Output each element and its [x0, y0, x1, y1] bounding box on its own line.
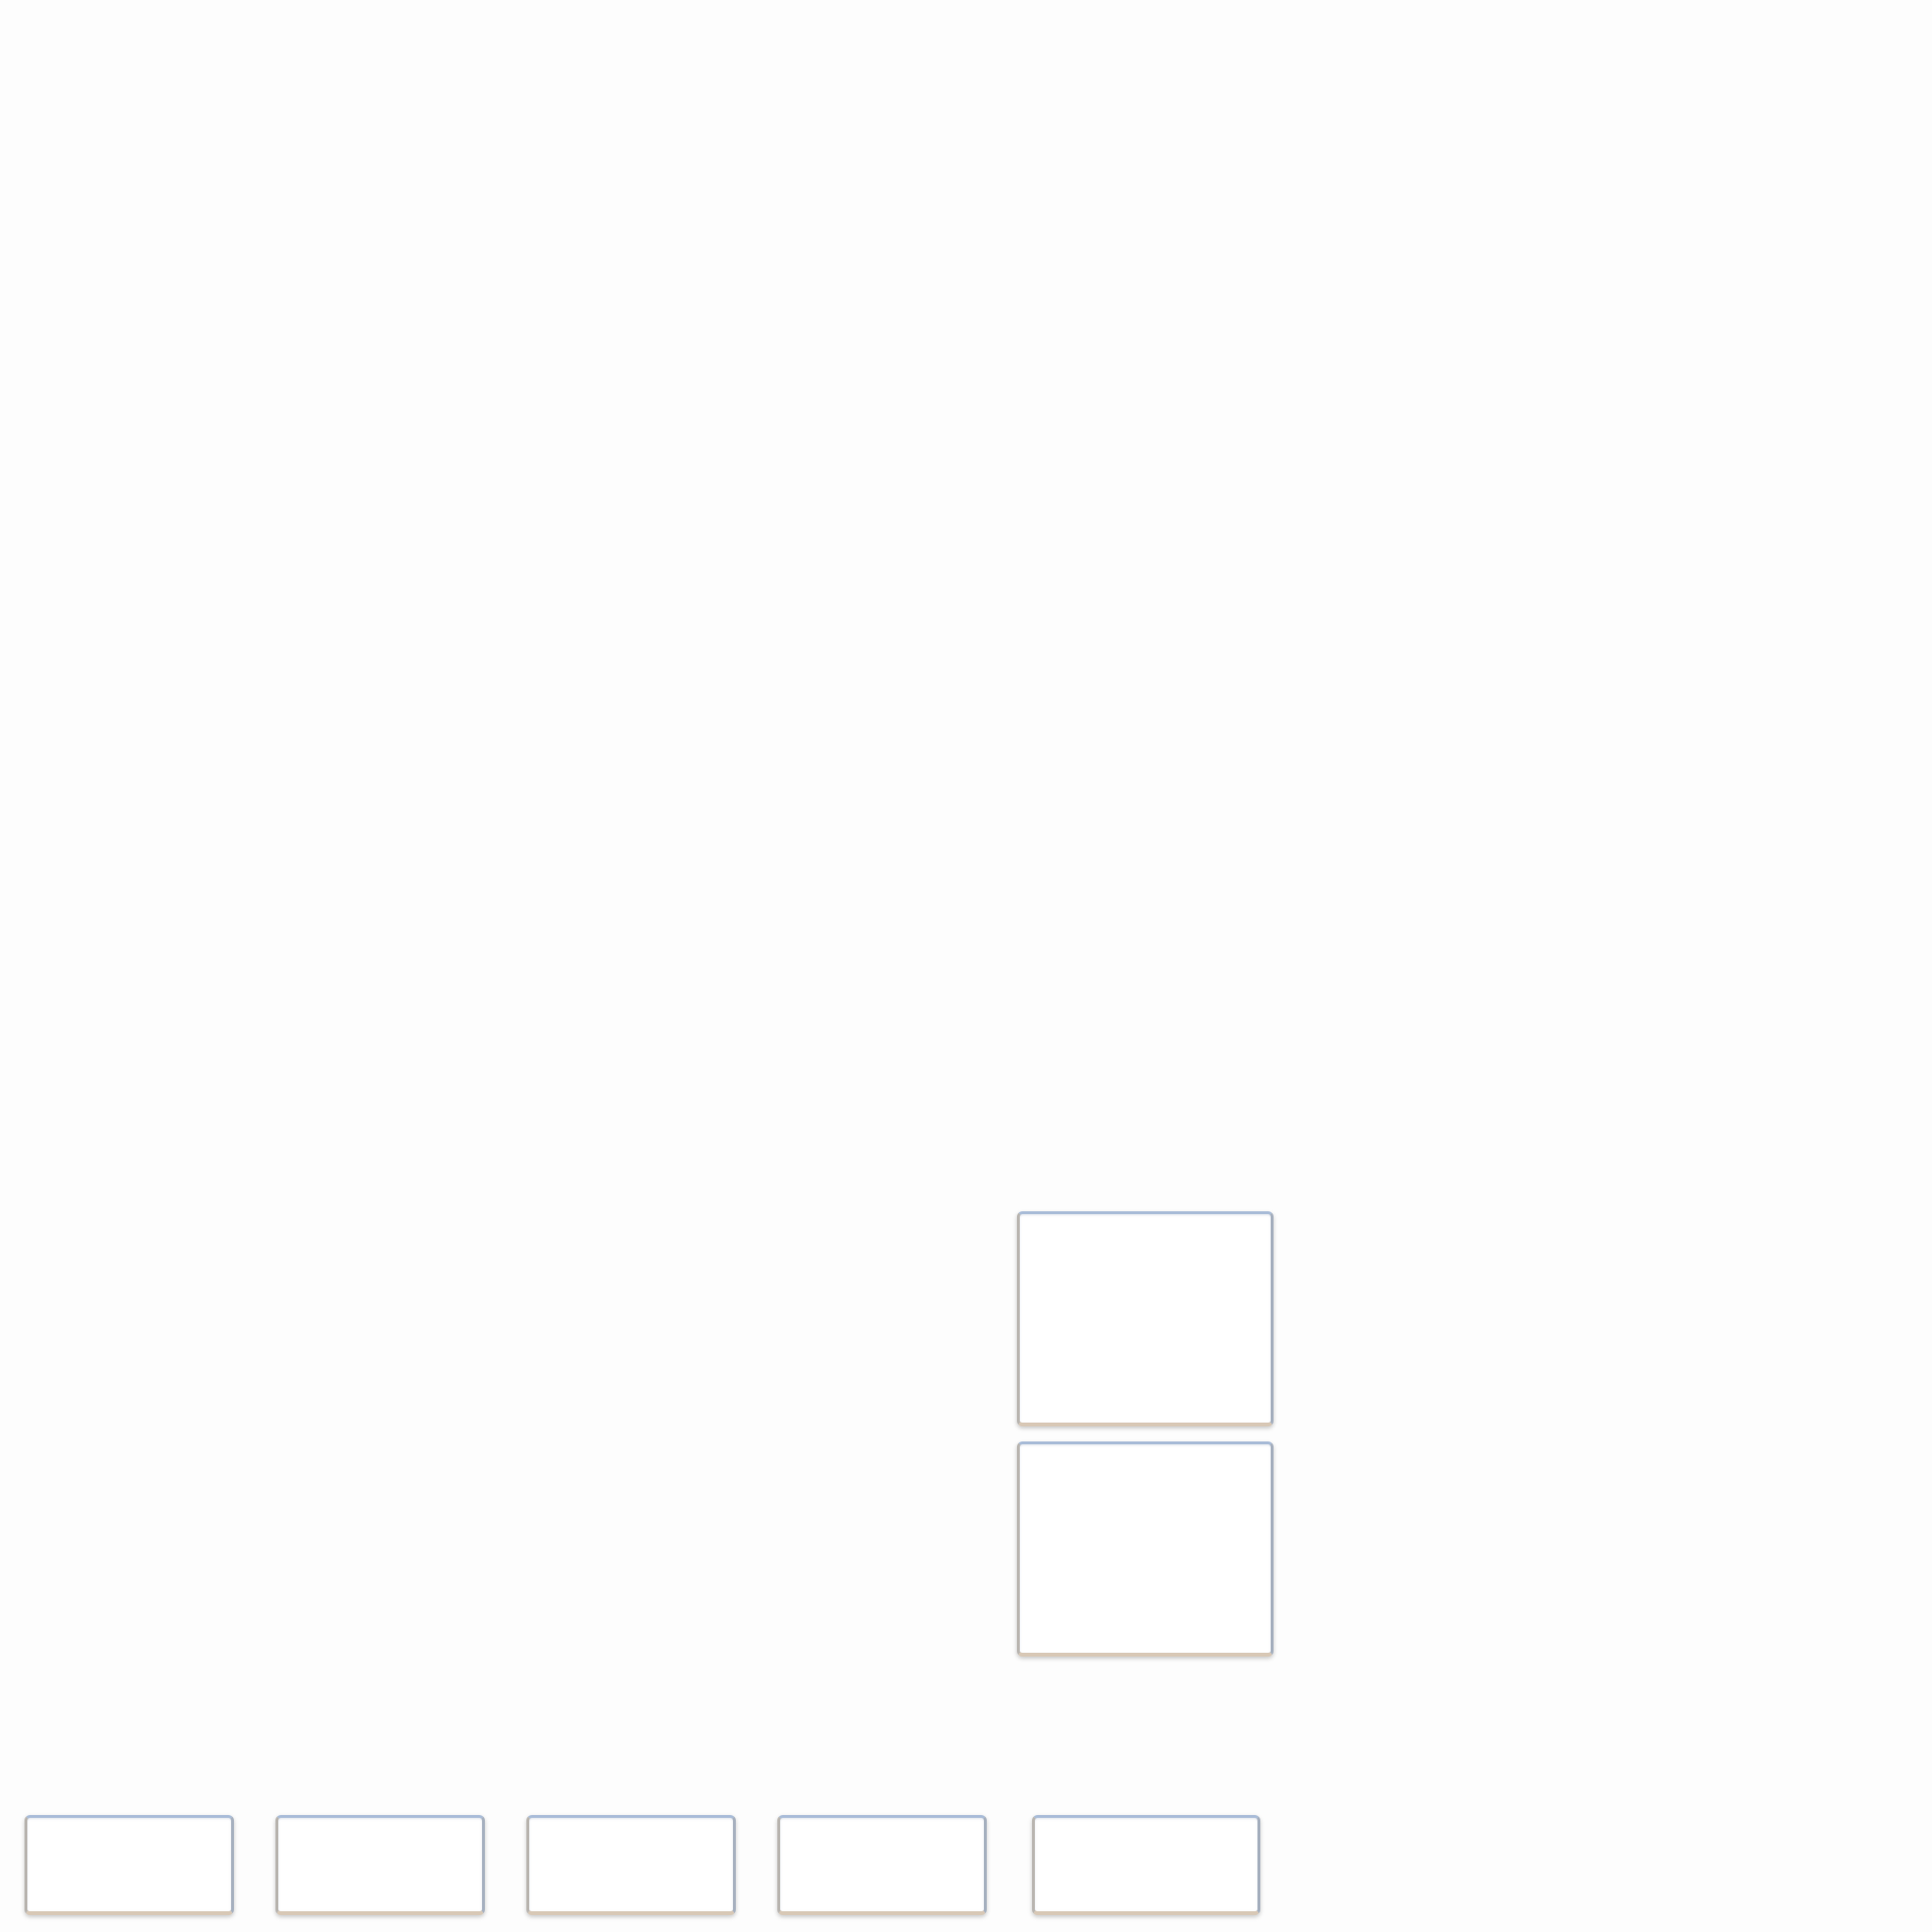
- drop-slot-lower[interactable]: [1017, 1441, 1274, 1657]
- drop-slot-upper[interactable]: [1017, 1211, 1274, 1426]
- answer-slot-4[interactable]: [777, 1815, 987, 1915]
- answer-slot-5[interactable]: [1032, 1815, 1260, 1915]
- answer-slot-1[interactable]: [25, 1815, 234, 1915]
- answer-slot-3[interactable]: [526, 1815, 736, 1915]
- answer-slot-2[interactable]: [275, 1815, 485, 1915]
